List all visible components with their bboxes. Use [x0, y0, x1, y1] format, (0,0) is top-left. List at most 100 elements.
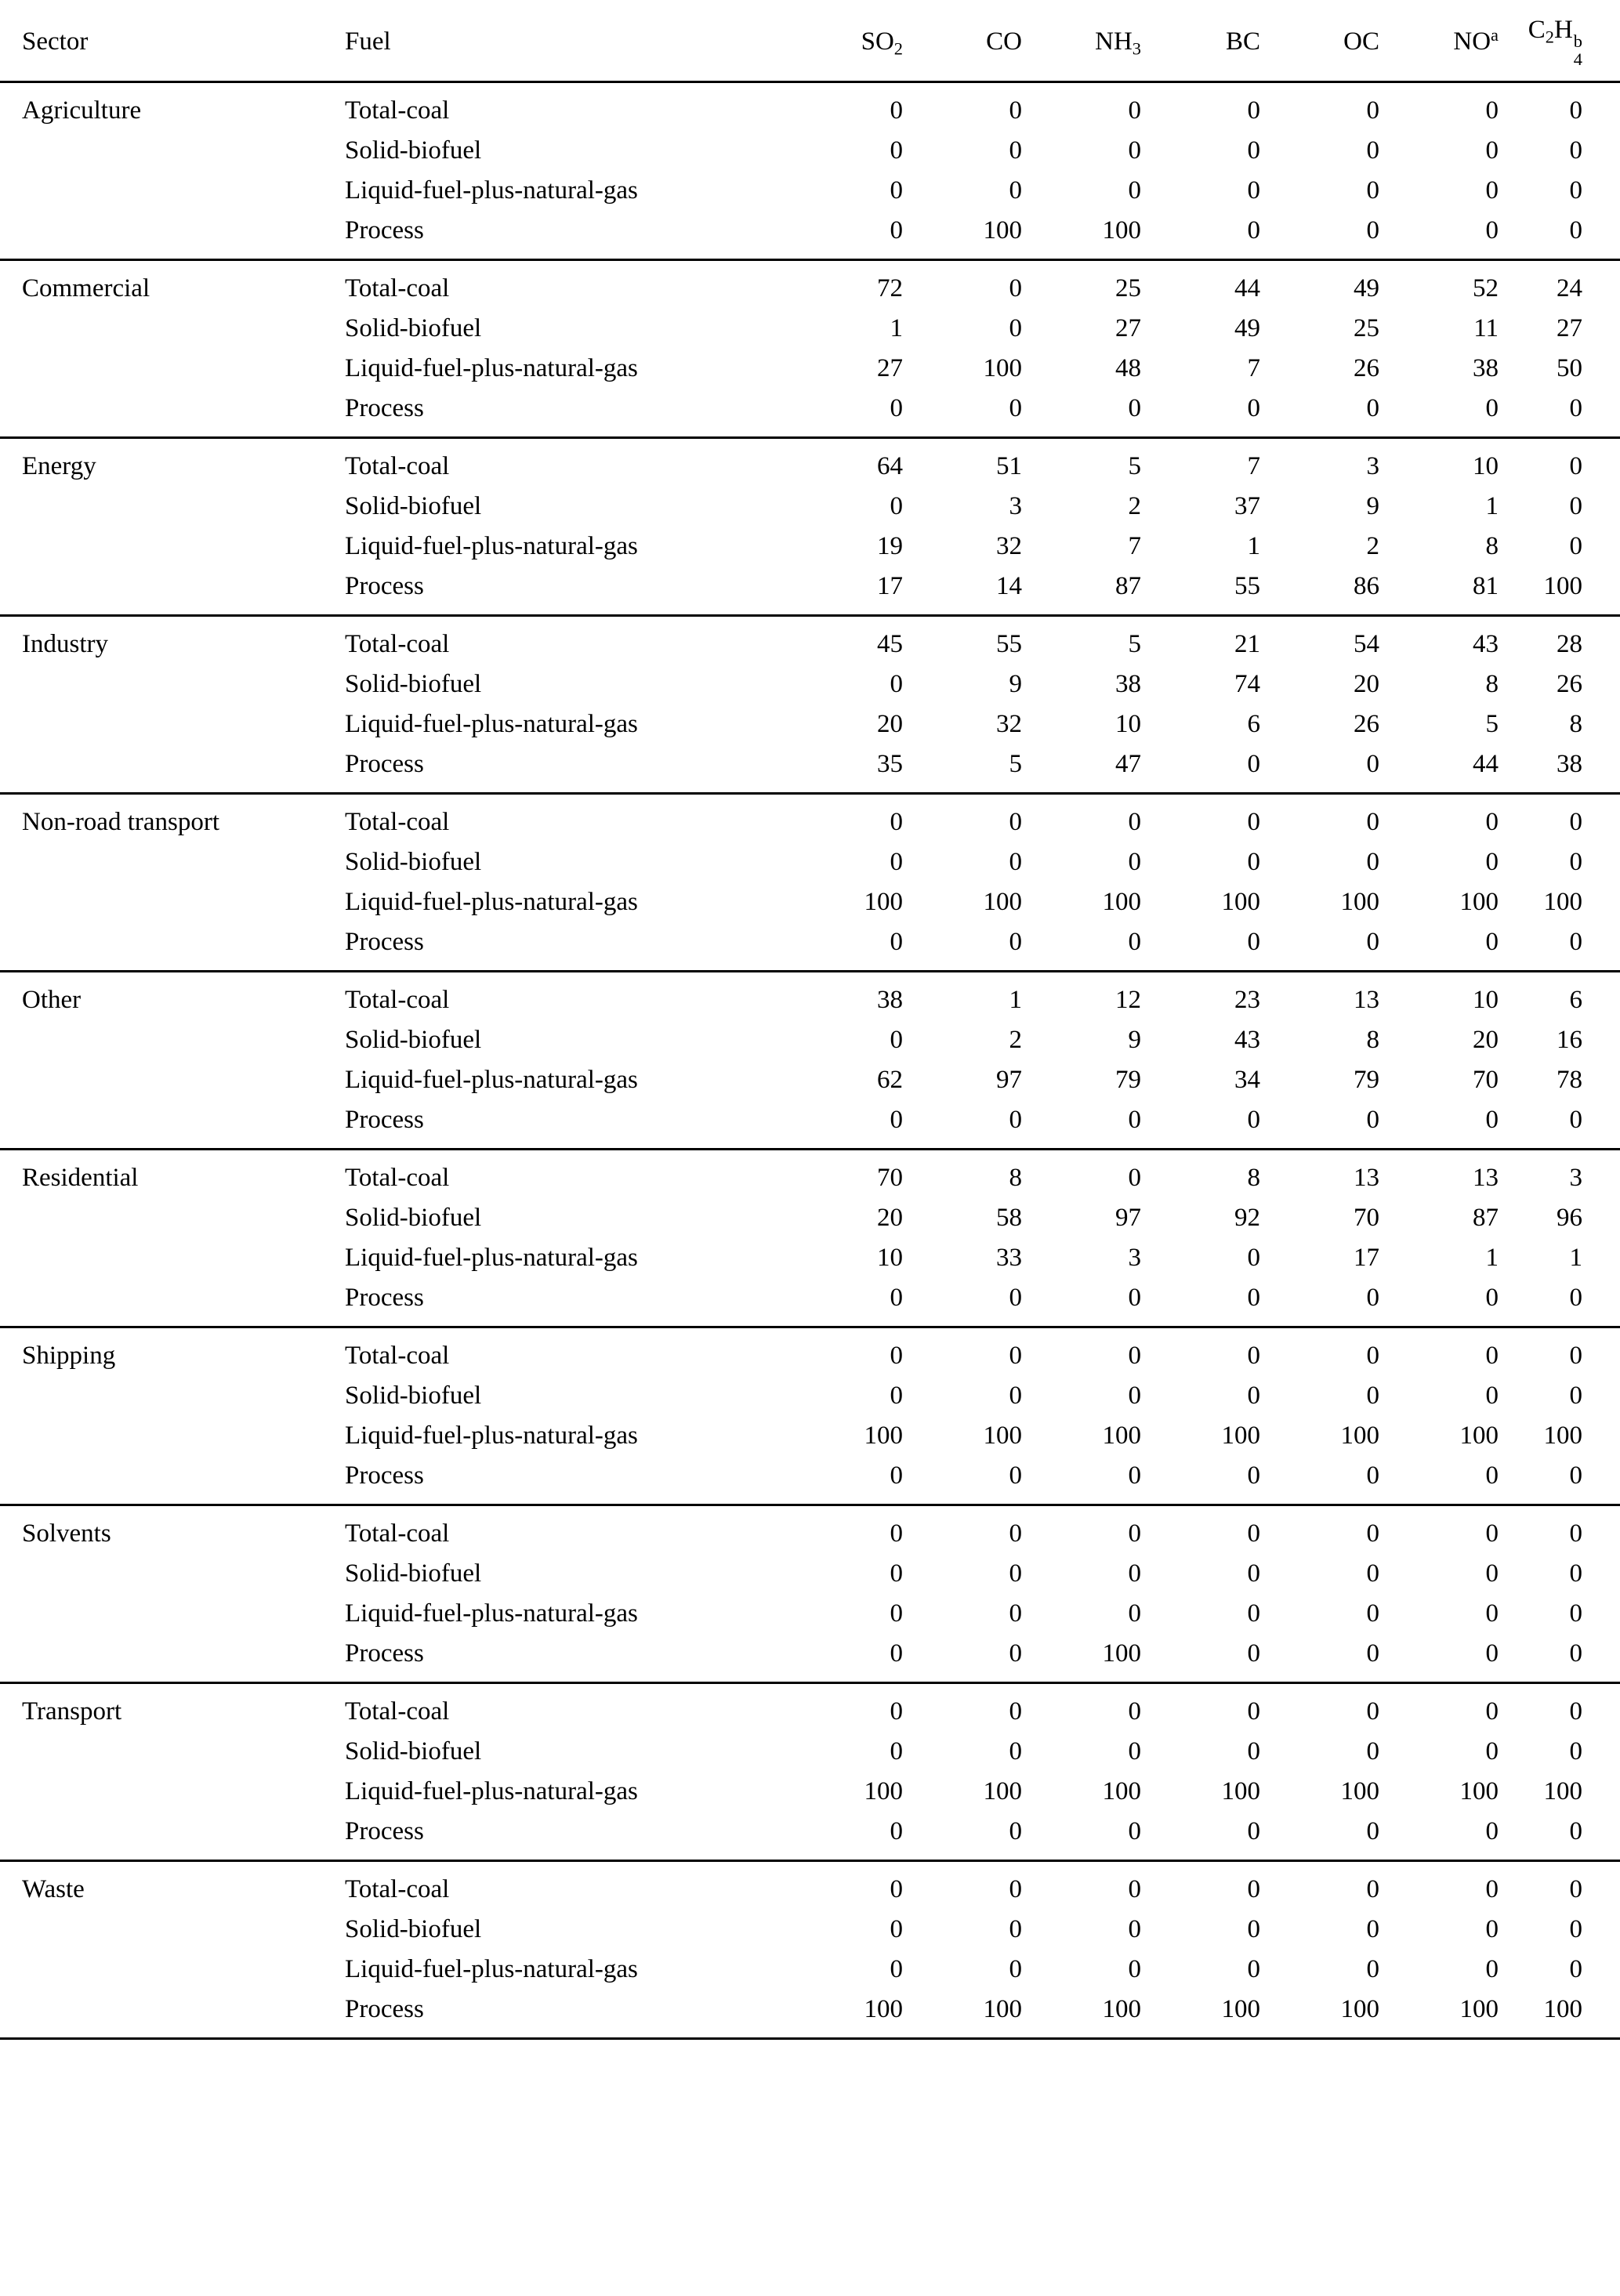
value-cell: 55	[1234, 572, 1260, 601]
sector-cell: Commercial	[22, 274, 150, 303]
value-cell: 100	[1543, 1421, 1583, 1450]
fuel-cell: Total-coal	[345, 274, 450, 303]
value-cell: 0	[890, 1875, 904, 1904]
sector-cell	[0, 131, 345, 171]
value-cell: 0	[1247, 848, 1261, 877]
sector-cell	[0, 487, 345, 527]
value-cell: 26	[1354, 710, 1379, 739]
value-cell: 23	[1234, 986, 1260, 1015]
value-cell: 0	[1485, 1955, 1499, 1984]
value-cell: 0	[1009, 1599, 1023, 1628]
value-cell: 5	[1128, 630, 1142, 659]
sector-group-residential: Residential Total-coal 70 8 0 8 13 13 3 Solid-bio…	[0, 1149, 1620, 1327]
value-cell: 0	[1247, 808, 1261, 837]
value-cell: 100	[1459, 1995, 1499, 2024]
value-cell: 0	[1009, 176, 1023, 205]
table-row: Process 35 5 47 0 0 44 38	[0, 744, 1620, 794]
header-text: CO	[986, 27, 1022, 56]
table-row: Residential Total-coal 70 8 0 8 13 13 3	[0, 1150, 1620, 1199]
value-cell: 0	[1569, 1817, 1583, 1846]
table-row: Liquid-fuel-plus-natural-gas 0 0 0 0 0 0 0	[0, 1950, 1620, 1990]
value-cell: 12	[1115, 986, 1141, 1015]
value-cell: 0	[890, 96, 904, 125]
sector-cell	[0, 882, 345, 922]
value-cell: 10	[1473, 452, 1499, 481]
value-cell: 27	[1557, 314, 1582, 343]
value-cell: 28	[1557, 630, 1582, 659]
value-cell: 0	[1247, 1559, 1261, 1588]
value-cell: 0	[1366, 1599, 1380, 1628]
sector-cell	[0, 1456, 345, 1505]
table-row: Solid-biofuel 0 0 0 0 0 0 0	[0, 1554, 1620, 1594]
value-cell: 0	[1569, 1955, 1583, 1984]
value-cell: 0	[1569, 1599, 1583, 1628]
table-row: Solid-biofuel 0 3 2 37 9 1 0	[0, 487, 1620, 527]
value-cell: 0	[1247, 1106, 1261, 1135]
table-row: Non-road transport Total-coal 0 0 0 0 0 0 0	[0, 794, 1620, 843]
table-row: Solid-biofuel 0 0 0 0 0 0 0	[0, 842, 1620, 882]
value-cell: 0	[1247, 1342, 1261, 1371]
table-header: Sector Fuel SO2 CO NH3 BC OC NOa C2H b 4	[0, 3, 1620, 84]
value-cell: 0	[1009, 1461, 1023, 1490]
value-cell: 0	[1009, 808, 1023, 837]
value-cell: 3	[1128, 1244, 1142, 1273]
table-row: Process 17 14 87 55 86 81 100	[0, 567, 1620, 616]
fuel-cell: Liquid-fuel-plus-natural-gas	[345, 1599, 638, 1628]
table-row: Liquid-fuel-plus-natural-gas 20 32 10 6 26 5 8	[0, 704, 1620, 744]
value-cell: 70	[877, 1164, 903, 1193]
value-cell: 0	[1569, 136, 1583, 165]
sector-cell: Other	[22, 986, 82, 1015]
value-cell: 100	[1340, 1777, 1380, 1806]
fuel-cell: Solid-biofuel	[345, 1737, 482, 1766]
header-text: Fuel	[345, 27, 391, 56]
value-cell: 0	[1366, 928, 1380, 957]
superscript-text: b	[1573, 31, 1582, 51]
fuel-cell: Solid-biofuel	[345, 492, 482, 521]
sector-cell: Agriculture	[22, 96, 142, 125]
value-cell: 45	[877, 630, 903, 659]
header-text: C	[1528, 16, 1546, 44]
column-header-so2: SO2	[784, 3, 903, 84]
value-cell: 2	[1366, 532, 1380, 561]
value-cell: 0	[890, 670, 904, 699]
value-cell: 3	[1366, 452, 1380, 481]
fuel-cell: Solid-biofuel	[345, 1204, 482, 1233]
sector-group-shipping: Shipping Total-coal 0 0 0 0 0 0 0 Solid-biofuel 0 0…	[0, 1327, 1620, 1505]
value-cell: 0	[890, 176, 904, 205]
supscript-text: a	[1491, 24, 1499, 45]
value-cell: 0	[1485, 1599, 1499, 1628]
value-cell: 96	[1557, 1204, 1582, 1233]
value-cell: 0	[1569, 1737, 1583, 1766]
subscript-text: 2	[1545, 27, 1554, 47]
value-cell: 0	[1128, 1461, 1142, 1490]
value-cell: 100	[983, 888, 1023, 917]
sector-cell	[0, 527, 345, 567]
value-cell: 7	[1247, 452, 1261, 481]
fuel-cell: Process	[345, 216, 424, 245]
value-cell: 0	[1009, 848, 1023, 877]
value-cell: 0	[1366, 1382, 1380, 1411]
sector-cell	[0, 1020, 345, 1060]
value-cell: 0	[1569, 492, 1583, 521]
value-cell: 1	[1569, 1244, 1583, 1273]
value-cell: 0	[1569, 1519, 1583, 1548]
table-row: Liquid-fuel-plus-natural-gas 0 0 0 0 0 0 0	[0, 1594, 1620, 1634]
value-cell: 0	[1247, 1461, 1261, 1490]
value-cell: 0	[1009, 136, 1023, 165]
fuel-cell: Total-coal	[345, 1697, 450, 1726]
column-header-oc: OC	[1260, 3, 1379, 84]
value-cell: 1	[1009, 986, 1023, 1015]
sector-cell	[0, 1238, 345, 1278]
value-cell: 0	[1247, 216, 1261, 245]
value-cell: 100	[1459, 1777, 1499, 1806]
sector-cell	[0, 1634, 345, 1683]
sector-cell: Industry	[22, 630, 108, 659]
value-cell: 0	[1128, 394, 1142, 423]
value-cell: 0	[1569, 1697, 1583, 1726]
value-cell: 0	[1247, 1382, 1261, 1411]
value-cell: 0	[1247, 1875, 1261, 1904]
value-cell: 0	[1485, 1817, 1499, 1846]
sector-cell	[0, 1910, 345, 1950]
fuel-cell: Process	[345, 394, 424, 423]
